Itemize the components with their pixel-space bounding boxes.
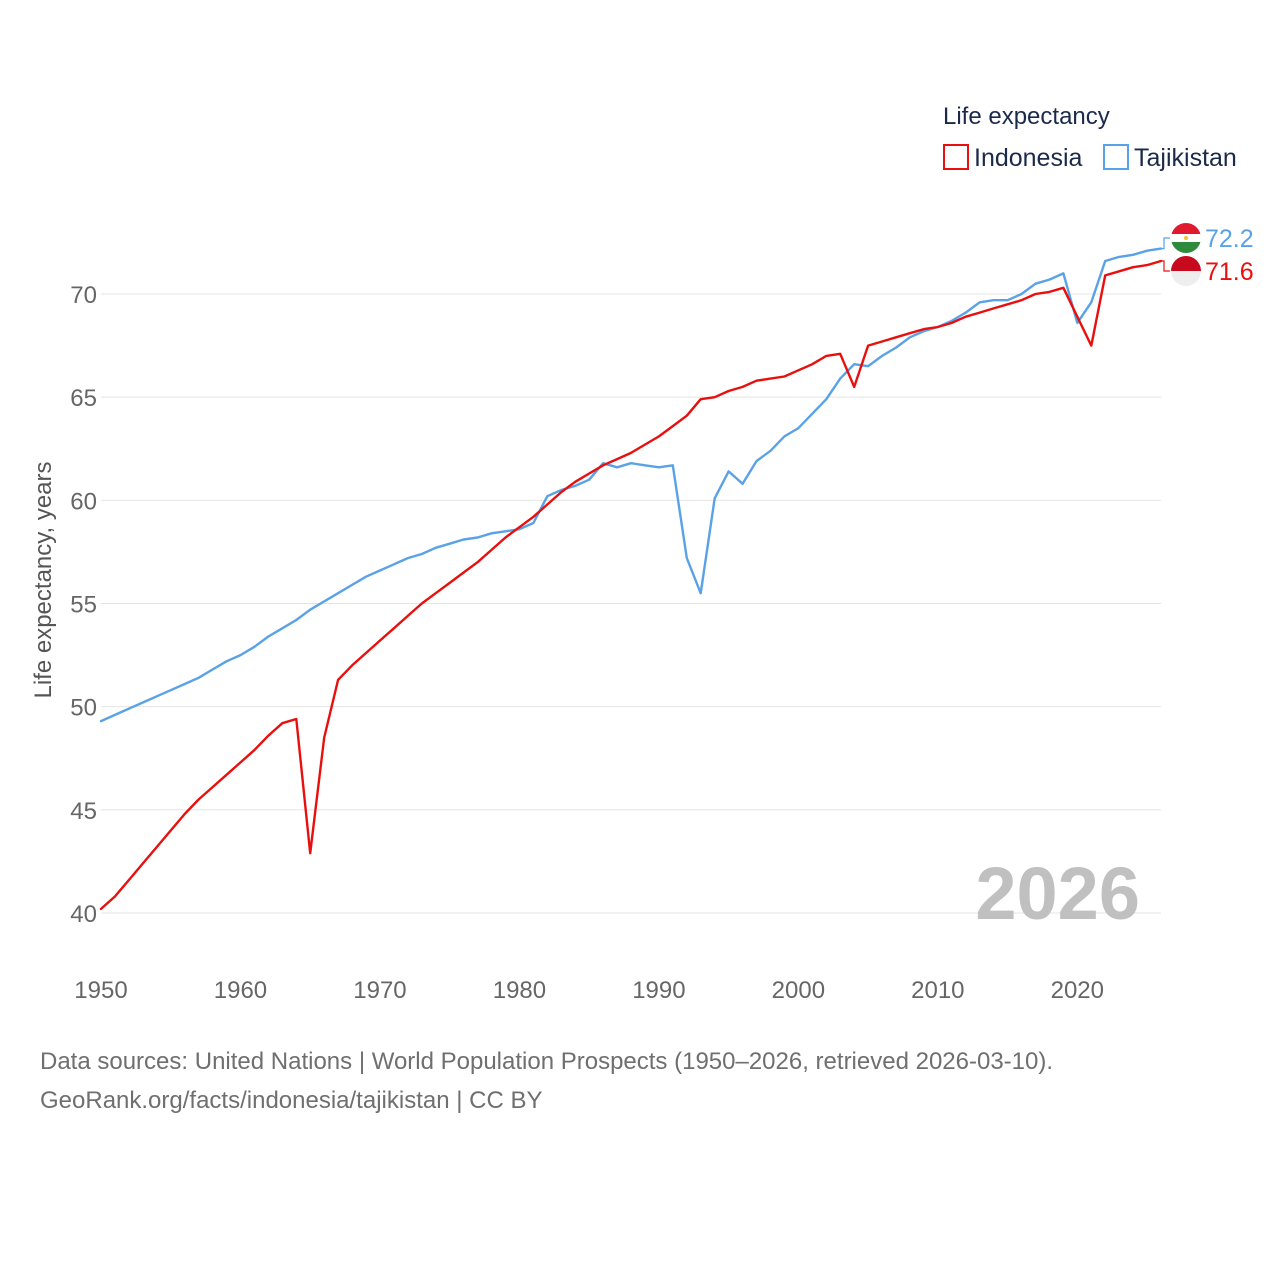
y-tick-label: 55 <box>70 592 97 619</box>
source-footer: Data sources: United Nations | World Pop… <box>40 1042 1240 1120</box>
x-tick-label: 1980 <box>493 977 546 1004</box>
x-axis-ticks: 1950 1960 1970 1980 1990 2000 2010 2020 <box>74 977 1104 1004</box>
grid-lines <box>101 293 1161 914</box>
year-watermark: 2026 <box>975 852 1140 935</box>
x-tick-label: 1990 <box>632 977 685 1004</box>
x-tick-label: 1960 <box>214 977 267 1004</box>
x-tick-label: 2010 <box>911 977 964 1004</box>
end-labels: 71.6 72.2 <box>1161 225 1254 286</box>
legend-swatch-tajikistan <box>1103 144 1129 170</box>
series-lines <box>99 247 1163 911</box>
legend-swatch-indonesia <box>943 144 969 170</box>
end-connector-tajikistan <box>1161 237 1170 250</box>
y-tick-label: 50 <box>70 695 97 722</box>
legend-item-indonesia[interactable]: Indonesia <box>943 144 1083 172</box>
series-line-indonesia <box>99 259 1163 911</box>
life-expectancy-chart: Life expectancy Indonesia Tajikistan 404… <box>30 103 1254 1004</box>
credit-link[interactable]: GeoRank.org/facts/indonesia/tajikistan |… <box>40 1087 543 1114</box>
x-tick-label: 2020 <box>1051 977 1104 1004</box>
indonesia-flag-icon <box>1171 256 1201 286</box>
y-axis-ticks: 40 45 50 55 60 65 70 <box>70 282 97 928</box>
end-label-indonesia: 71.6 <box>1205 258 1254 286</box>
y-axis-label: Life expectancy, years <box>30 461 57 698</box>
y-tick-label: 65 <box>70 385 97 412</box>
legend-label-indonesia: Indonesia <box>974 144 1083 172</box>
y-tick-label: 45 <box>70 798 97 825</box>
y-tick-label: 40 <box>70 901 97 928</box>
legend-title: Life expectancy <box>943 103 1110 130</box>
legend-item-tajikistan[interactable]: Tajikistan <box>1103 144 1237 172</box>
data-sources-text: Data sources: United Nations | World Pop… <box>40 1048 1054 1075</box>
y-tick-label: 60 <box>70 488 97 515</box>
end-connector-indonesia <box>1161 260 1170 272</box>
x-tick-label: 2000 <box>772 977 825 1004</box>
x-tick-label: 1950 <box>74 977 127 1004</box>
series-line-tajikistan <box>99 247 1163 723</box>
end-label-tajikistan: 72.2 <box>1205 225 1254 253</box>
y-tick-label: 70 <box>70 282 97 309</box>
x-tick-label: 1970 <box>353 977 406 1004</box>
legend-label-tajikistan: Tajikistan <box>1134 144 1237 172</box>
tajikistan-flag-icon <box>1171 223 1201 253</box>
